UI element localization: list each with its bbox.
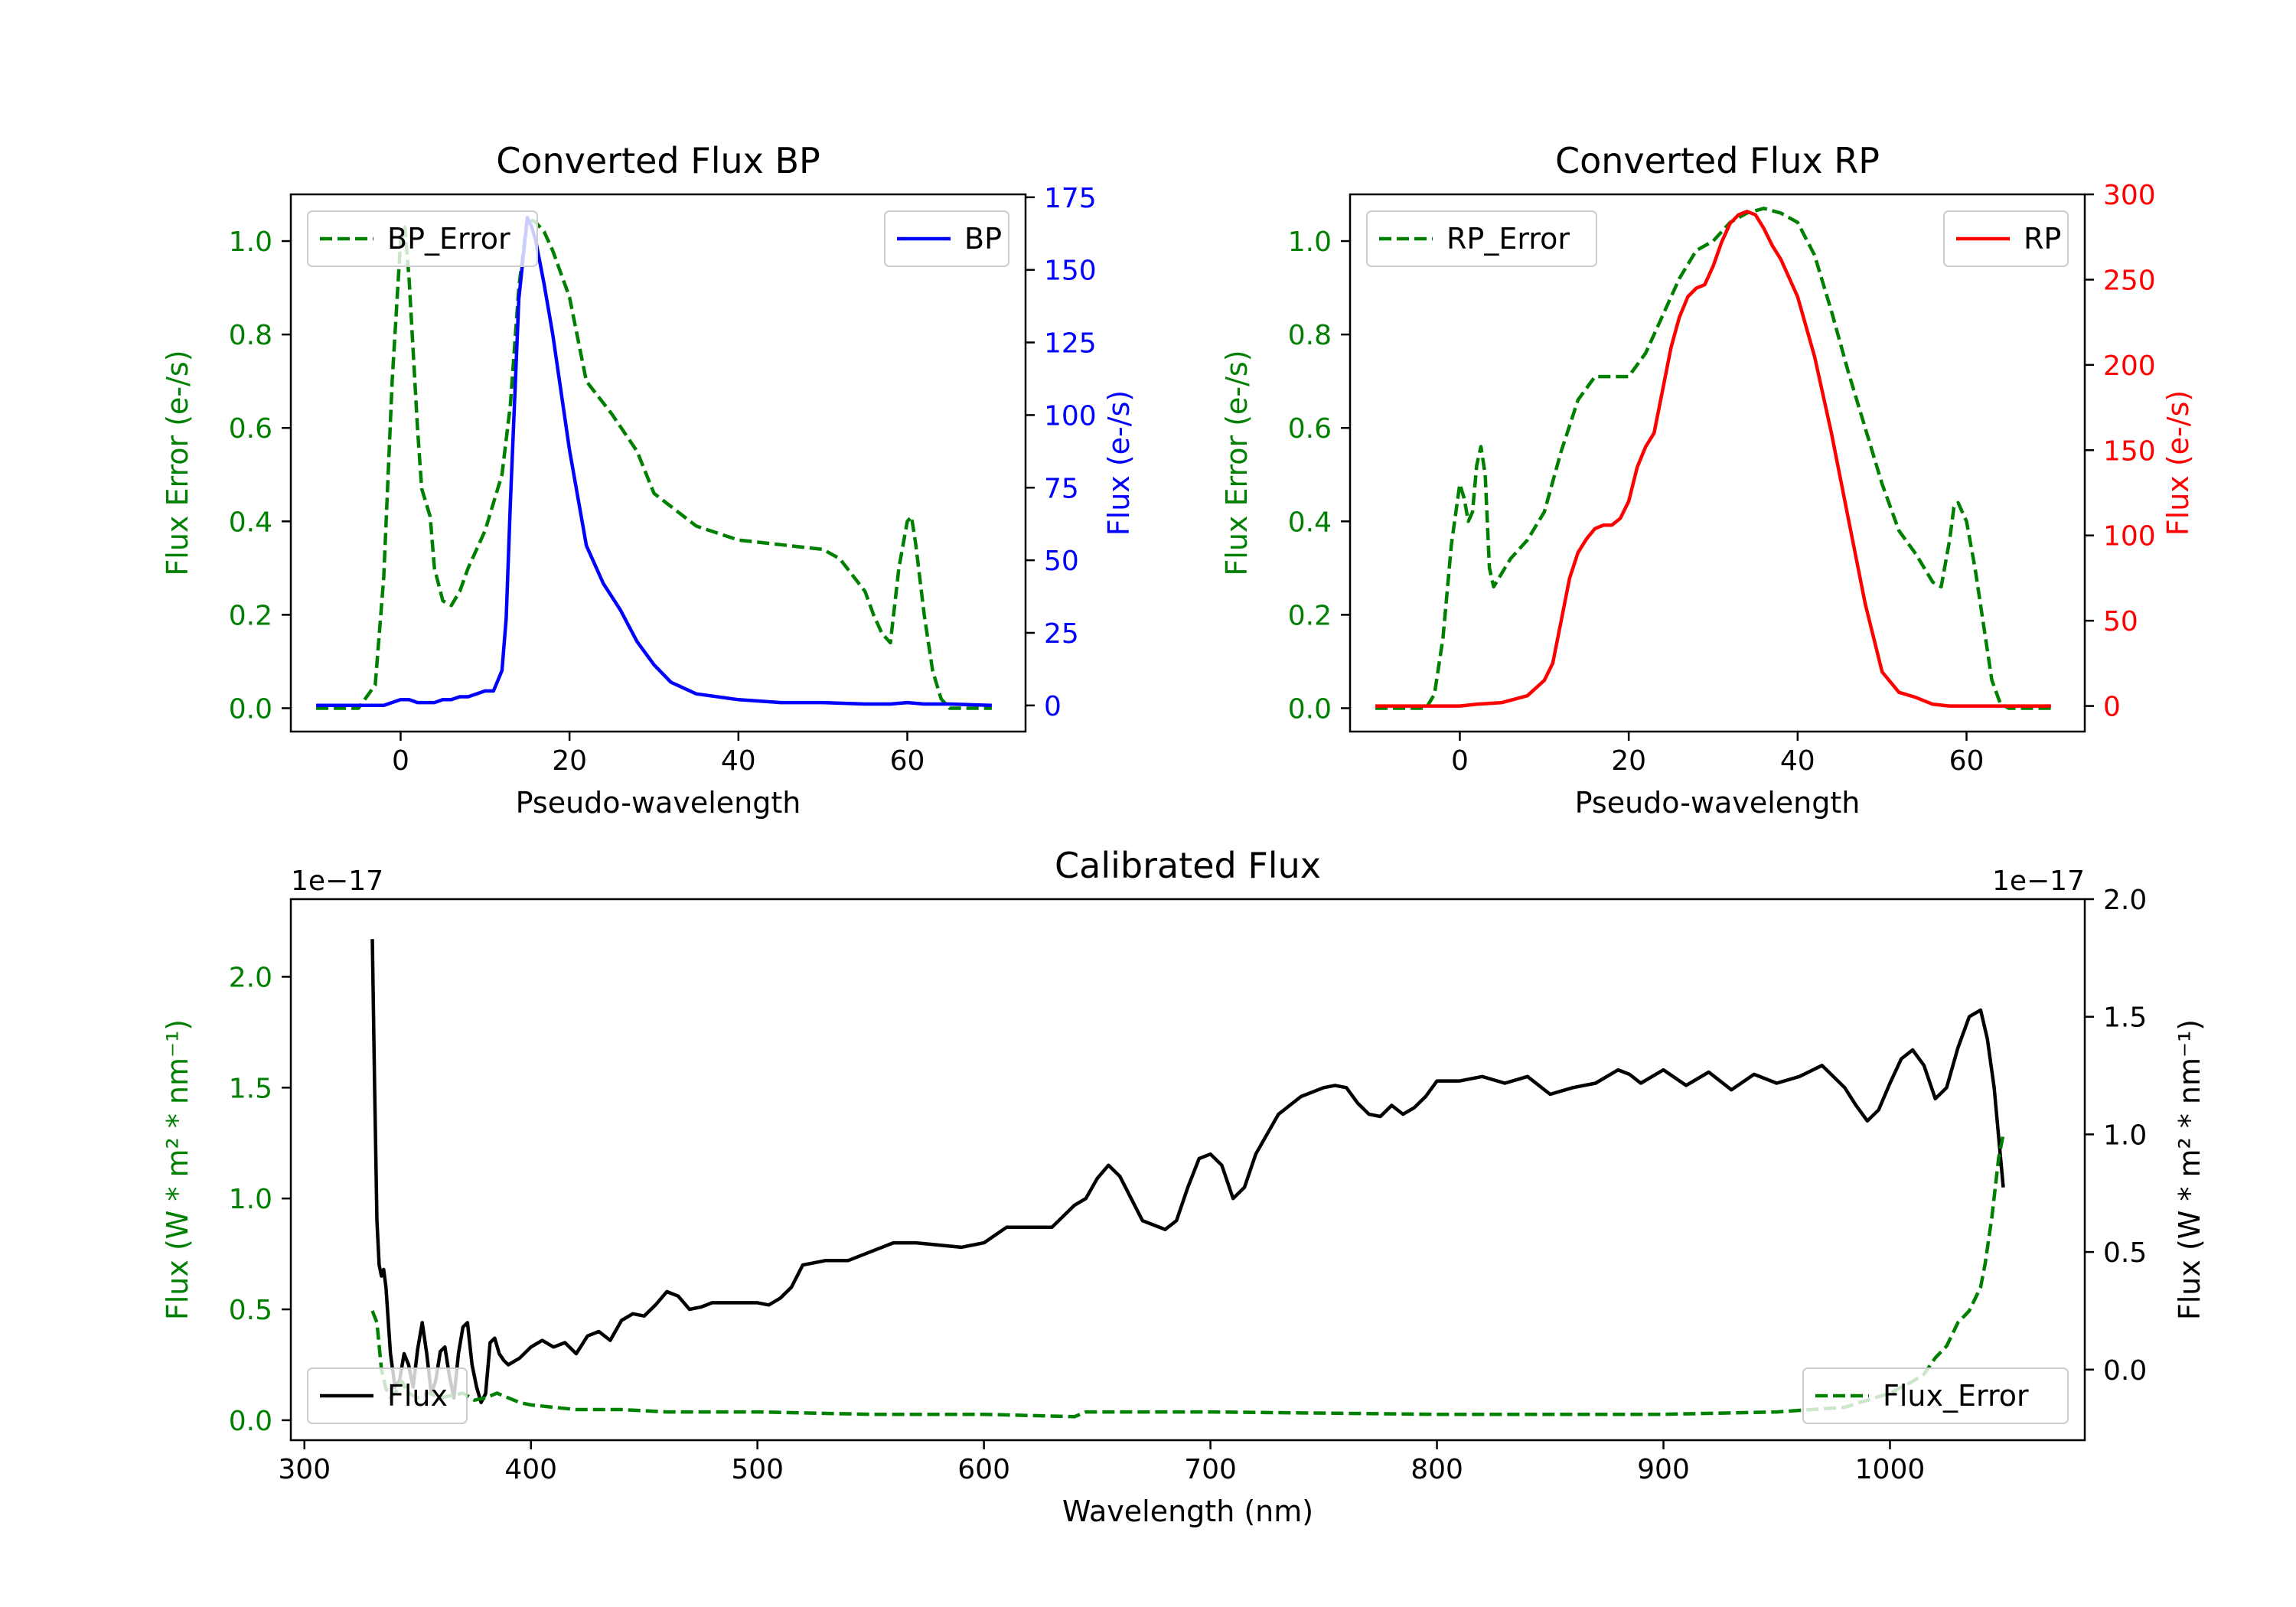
chart-calibrated: Calibrated Flux 300 400 500 600 700 800 900 1000… bbox=[161, 845, 2206, 1528]
y-right-axis-label: Flux (e-/s) bbox=[2161, 390, 2195, 536]
y-left-tick-label: 0.6 bbox=[1288, 413, 1332, 445]
y-right-axis-label: Flux (W * m² * nm⁻¹) bbox=[2173, 1019, 2206, 1320]
x-tick-label: 0 bbox=[1451, 745, 1469, 777]
legend-rp-error: RP_Error bbox=[1366, 210, 1597, 267]
y-right-tick-label: 250 bbox=[2103, 265, 2156, 296]
plot-frame bbox=[289, 193, 1027, 733]
chart-title: Converted Flux RP bbox=[1555, 140, 1880, 181]
y-left-tick-label: 1.0 bbox=[229, 1184, 272, 1215]
y-right-tick-label: 150 bbox=[2103, 435, 2156, 467]
y-left-axis-label: Flux Error (e-/s) bbox=[161, 350, 194, 575]
series-line-flux bbox=[370, 939, 2005, 1404]
x-tick-label: 60 bbox=[1949, 745, 1985, 777]
y-left-tick-label: 0.8 bbox=[229, 320, 272, 351]
legend-box bbox=[1802, 1367, 2069, 1424]
y-left-tick-label: 1.0 bbox=[229, 227, 272, 258]
y-right-tick-label: 300 bbox=[2103, 180, 2156, 211]
y-left-tick-label: 1.5 bbox=[229, 1073, 272, 1104]
y-left-tick-label: 0.8 bbox=[1288, 320, 1332, 351]
legend-label: Flux bbox=[387, 1379, 448, 1413]
y-left-axis-label: Flux Error (e-/s) bbox=[1220, 350, 1254, 575]
y-left-tick-label: 0.0 bbox=[1288, 693, 1332, 725]
chart-title: Calibrated Flux bbox=[1055, 845, 1321, 886]
y-left-tick-label: 0.4 bbox=[229, 507, 272, 538]
legend-bp-error: BP_Error bbox=[307, 210, 538, 267]
y-right-tick-label: 50 bbox=[1044, 546, 1079, 577]
legend-label: RP_Error bbox=[1446, 222, 1570, 256]
y-right-tick-label: 100 bbox=[2103, 521, 2156, 553]
y-left-tick-label: 0.2 bbox=[229, 600, 272, 631]
x-tick-label: 40 bbox=[1780, 745, 1815, 777]
chart-rp: Converted Flux RP 0 20 40 60 Pseudo-wavelengt… bbox=[1220, 140, 2195, 820]
x-tick-label: 900 bbox=[1637, 1454, 1690, 1485]
x-axis-label: Pseudo-wavelength bbox=[1575, 786, 1861, 820]
legend-label: BP_Error bbox=[387, 222, 510, 256]
x-tick-label: 0 bbox=[392, 745, 409, 777]
chart-bp: Converted Flux BP 0 20 40 60 Pseudo-wavelengt… bbox=[161, 140, 1136, 820]
y-left-tick-label: 0.0 bbox=[229, 693, 272, 725]
y-left-tick-label: 0.4 bbox=[1288, 507, 1332, 538]
y-left-offset-label: 1e−17 bbox=[291, 865, 383, 897]
plot-frame bbox=[1349, 193, 2086, 733]
x-tick-label: 700 bbox=[1184, 1454, 1237, 1485]
y-right-tick-label: 125 bbox=[1044, 328, 1097, 360]
legend-box bbox=[307, 210, 538, 267]
y-left-tick-label: 2.0 bbox=[229, 962, 272, 993]
series-line-rp-error bbox=[1375, 207, 2051, 710]
x-tick-label: 600 bbox=[957, 1454, 1010, 1485]
x-tick-label: 500 bbox=[731, 1454, 784, 1485]
x-axis-label: Pseudo-wavelength bbox=[516, 786, 801, 820]
y-right-tick-label: 0.0 bbox=[2103, 1355, 2147, 1387]
legend-rp: RP bbox=[1943, 210, 2069, 267]
x-axis-label: Wavelength (nm) bbox=[1062, 1495, 1313, 1528]
legend-flux-error: Flux_Error bbox=[1802, 1367, 2069, 1424]
legend-label: BP bbox=[964, 222, 1002, 256]
x-tick-label: 800 bbox=[1411, 1454, 1463, 1485]
y-left-tick-label: 0.6 bbox=[229, 413, 272, 445]
x-tick-label: 20 bbox=[552, 745, 587, 777]
y-right-tick-label: 1.5 bbox=[2103, 1002, 2147, 1034]
x-tick-label: 20 bbox=[1611, 745, 1646, 777]
y-right-tick-label: 25 bbox=[1044, 618, 1079, 650]
y-right-tick-label: 200 bbox=[2103, 350, 2156, 382]
y-left-tick-label: 0.5 bbox=[229, 1295, 272, 1326]
y-right-tick-label: 2.0 bbox=[2103, 885, 2147, 916]
legend-label: RP bbox=[2024, 222, 2061, 256]
y-right-offset-label: 1e−17 bbox=[1992, 865, 2085, 897]
legend-label: Flux_Error bbox=[1883, 1379, 2029, 1413]
y-left-tick-label: 0.0 bbox=[229, 1406, 272, 1437]
y-right-axis-label: Flux (e-/s) bbox=[1102, 390, 1136, 536]
x-tick-label: 400 bbox=[504, 1454, 557, 1485]
y-right-tick-label: 100 bbox=[1044, 400, 1097, 432]
x-tick-label: 40 bbox=[721, 745, 756, 777]
legend-bp: BP bbox=[884, 210, 1009, 267]
series-line-rp bbox=[1375, 210, 2051, 708]
series-line-bp-error bbox=[316, 216, 992, 710]
y-left-axis-label: Flux (W * m² * nm⁻¹) bbox=[161, 1019, 194, 1320]
y-right-tick-label: 0.5 bbox=[2103, 1237, 2147, 1269]
chart-title: Converted Flux BP bbox=[496, 140, 820, 181]
x-tick-label: 1000 bbox=[1855, 1454, 1926, 1485]
y-right-tick-label: 150 bbox=[1044, 256, 1097, 287]
x-tick-label: 300 bbox=[278, 1454, 331, 1485]
y-left-tick-label: 1.0 bbox=[1288, 227, 1332, 258]
y-right-tick-label: 1.0 bbox=[2103, 1120, 2147, 1151]
y-right-tick-label: 0 bbox=[2103, 692, 2121, 723]
y-right-tick-label: 175 bbox=[1044, 183, 1097, 214]
y-right-tick-label: 75 bbox=[1044, 473, 1079, 504]
plot-frame bbox=[289, 898, 2086, 1442]
x-tick-label: 60 bbox=[890, 745, 925, 777]
legend-flux: Flux bbox=[307, 1367, 468, 1424]
y-right-tick-label: 50 bbox=[2103, 606, 2138, 637]
y-left-tick-label: 0.2 bbox=[1288, 600, 1332, 631]
y-right-tick-label: 0 bbox=[1044, 691, 1062, 722]
legend-box bbox=[307, 1367, 468, 1424]
legend-box bbox=[1366, 210, 1597, 267]
